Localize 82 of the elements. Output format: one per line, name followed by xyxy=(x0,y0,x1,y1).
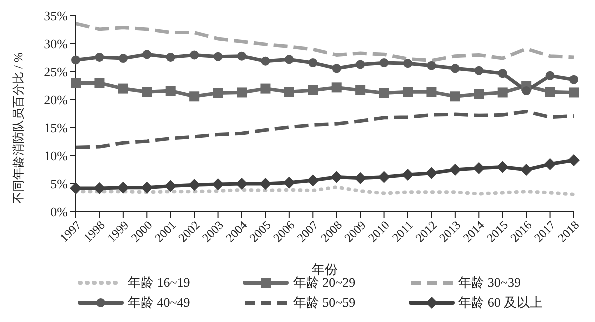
point xyxy=(238,52,246,61)
point xyxy=(570,75,578,84)
point xyxy=(166,86,176,96)
y-tick-label: 25% xyxy=(44,64,68,80)
point xyxy=(404,59,412,68)
point xyxy=(569,88,579,98)
point xyxy=(496,161,509,174)
point xyxy=(498,88,508,98)
point xyxy=(260,178,272,190)
point xyxy=(402,169,414,182)
point xyxy=(118,54,128,64)
point xyxy=(474,66,484,76)
point xyxy=(284,87,294,98)
point xyxy=(261,56,270,66)
y-tick-label: 20% xyxy=(44,92,68,108)
y-tick-label: 30% xyxy=(44,36,68,52)
point xyxy=(142,50,152,60)
y-tick-label: 15% xyxy=(44,120,68,136)
point xyxy=(426,87,437,98)
point xyxy=(568,154,580,166)
point xyxy=(356,60,366,70)
point xyxy=(188,179,201,192)
point xyxy=(378,171,390,184)
point xyxy=(544,158,556,170)
point xyxy=(450,92,460,102)
point xyxy=(545,87,556,98)
point xyxy=(213,88,224,98)
point xyxy=(450,64,460,74)
legend-label: 年龄 50~59 xyxy=(293,294,356,312)
y-tick-label: 35% xyxy=(44,8,68,24)
y-tick-label: 5% xyxy=(50,176,68,192)
point xyxy=(141,182,154,194)
legend-label: 年龄 40~49 xyxy=(128,294,190,312)
point xyxy=(427,61,436,70)
point xyxy=(166,52,176,62)
y-tick-label: 10% xyxy=(44,148,68,164)
point xyxy=(94,182,106,194)
point xyxy=(379,88,390,98)
point xyxy=(190,50,200,60)
point xyxy=(380,58,389,68)
point xyxy=(332,64,342,74)
point xyxy=(498,69,508,78)
point xyxy=(236,178,248,190)
legend-label: 年龄 16~19 xyxy=(128,274,190,292)
point xyxy=(95,52,104,62)
point xyxy=(214,52,223,62)
point xyxy=(449,164,462,176)
point xyxy=(403,87,413,98)
point xyxy=(164,180,177,192)
point xyxy=(356,85,366,96)
point xyxy=(212,178,224,191)
point xyxy=(308,85,318,96)
point xyxy=(260,84,271,94)
point xyxy=(237,88,247,98)
x-axis-title: 年份 xyxy=(312,262,338,277)
y-axis-title: 不同年龄消防队员百分比 / % xyxy=(11,52,26,204)
point xyxy=(117,182,130,194)
point xyxy=(284,55,294,64)
point xyxy=(190,92,200,102)
point xyxy=(72,56,80,65)
point xyxy=(522,86,532,96)
point xyxy=(308,58,318,68)
point xyxy=(330,171,343,184)
point xyxy=(142,87,152,98)
legend-label: 年龄 20~29 xyxy=(293,275,356,292)
point xyxy=(354,172,367,184)
point xyxy=(283,176,296,189)
point xyxy=(520,164,533,176)
point xyxy=(473,162,486,174)
y-tick-label: 0% xyxy=(50,204,68,220)
point xyxy=(474,89,484,100)
legend-label: 年龄 30~39 xyxy=(458,274,521,292)
line-series xyxy=(74,110,576,150)
point xyxy=(118,84,128,94)
legend-label: 年龄 60 及以上 xyxy=(458,294,544,312)
point xyxy=(94,78,105,88)
point xyxy=(70,182,82,194)
point xyxy=(332,82,342,93)
point xyxy=(546,71,555,80)
point xyxy=(71,78,81,88)
point xyxy=(307,174,320,187)
point xyxy=(426,167,438,180)
